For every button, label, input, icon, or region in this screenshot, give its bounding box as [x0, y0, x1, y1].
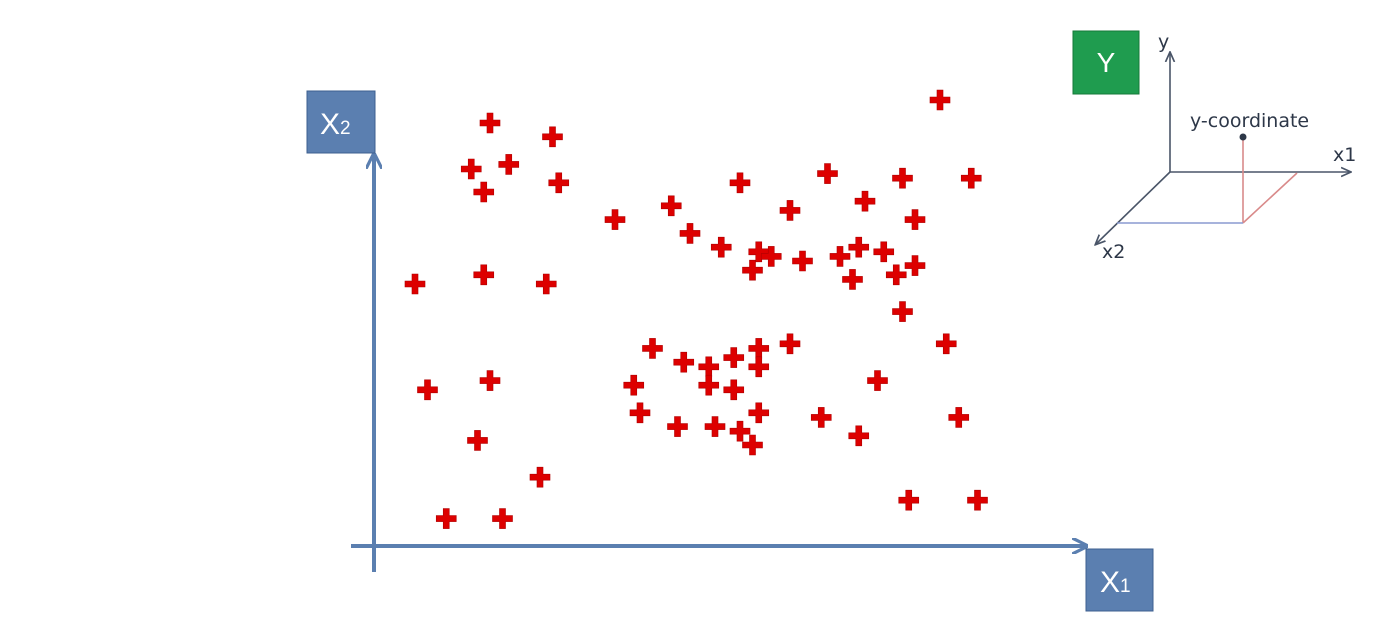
data-point-marker-34: [642, 338, 663, 359]
data-point-marker-41: [417, 379, 438, 401]
data-point-marker-21: [792, 250, 813, 272]
mini-x1-label: x1: [1333, 144, 1356, 166]
data-point-marker-25: [885, 264, 907, 286]
data-point-marker-26: [904, 255, 926, 276]
mini-coordinate-diagram: y x1 x2 y-coordinate: [1096, 31, 1356, 263]
data-point-marker-27: [742, 259, 763, 281]
mini-x2-label: x2: [1102, 241, 1125, 263]
data-point-marker-43: [623, 374, 645, 396]
data-point-marker-50: [729, 420, 751, 442]
data-point-marker-5: [548, 172, 570, 194]
data-point-marker-36: [698, 356, 720, 378]
mini-y-label: y: [1158, 31, 1169, 53]
data-point-marker-18: [710, 236, 732, 258]
mini-x2-axis: [1096, 171, 1171, 244]
data-point-marker-23: [848, 236, 870, 258]
data-point-marker-1: [479, 112, 501, 134]
data-point-marker-31: [535, 273, 557, 295]
data-point-marker-61: [967, 489, 988, 511]
data-point-marker-38: [748, 338, 770, 359]
data-point-marker-42: [479, 370, 501, 391]
mini-point-label: y-coordinate: [1190, 110, 1309, 132]
data-point-marker-40: [779, 333, 801, 355]
data-point-marker-14: [779, 200, 801, 221]
data-point-marker-45: [723, 379, 745, 401]
data-point-marker-9: [729, 172, 751, 194]
data-point-marker-49: [704, 416, 726, 437]
mini-point: [1239, 133, 1247, 141]
x1-axis-label: X: [1100, 566, 1120, 599]
x1-axis-label-box: X1: [1085, 548, 1154, 612]
data-point-marker-30: [473, 264, 495, 286]
data-point-marker-56: [848, 425, 870, 447]
data-point-marker-10: [817, 163, 838, 184]
data-point-marker-29: [404, 273, 426, 295]
data-point-marker-20: [760, 246, 782, 267]
data-point-marker-44: [698, 374, 720, 396]
data-point-marker-46: [629, 402, 651, 424]
data-point-marker-51: [810, 407, 832, 428]
data-point-marker-35: [673, 351, 695, 373]
data-point-marker-53: [948, 407, 970, 428]
data-point-marker-59: [492, 508, 513, 529]
data-point-marker-19: [748, 241, 770, 263]
data-point-marker-4: [498, 154, 520, 175]
data-point-marker-52: [867, 370, 888, 391]
data-point-marker-3: [460, 158, 482, 180]
x2-axis-label: X: [320, 108, 340, 141]
target-label: Y: [1097, 47, 1116, 78]
x1-axis-subscript: 1: [1120, 576, 1131, 597]
svg-text:X2: X2: [320, 108, 351, 141]
data-point-marker-60: [898, 489, 920, 511]
data-point-marker-54: [467, 430, 488, 451]
data-point-marker-16: [904, 209, 926, 230]
data-point-marker-13: [929, 89, 951, 111]
data-point-marker-7: [604, 209, 626, 230]
data-point-marker-22: [829, 246, 851, 267]
x2-axis-label-box: X2: [306, 90, 376, 154]
data-point-marker-37: [723, 347, 745, 368]
data-point-marker-39: [748, 356, 770, 378]
data-point-marker-24: [873, 241, 895, 263]
data-point-marker-32: [892, 301, 913, 322]
data-point-marker-33: [935, 333, 957, 355]
svg-text:X1: X1: [1100, 566, 1131, 599]
data-point-marker-58: [435, 508, 457, 529]
data-point-marker-6: [473, 181, 495, 203]
data-point-marker-47: [748, 402, 770, 424]
data-points: [404, 89, 988, 529]
data-point-marker-28: [842, 269, 863, 290]
data-point-marker-2: [542, 126, 563, 148]
data-point-marker-48: [667, 416, 688, 437]
data-point-marker-55: [742, 434, 763, 456]
data-point-marker-57: [529, 466, 551, 488]
mini-projection-x1: [1242, 172, 1298, 224]
data-point-marker-11: [892, 167, 913, 189]
data-point-marker-15: [854, 190, 876, 212]
data-point-marker-8: [660, 195, 682, 217]
data-point-marker-12: [960, 167, 982, 189]
x2-axis-subscript: 2: [340, 118, 351, 139]
target-label-box: Y: [1072, 30, 1140, 95]
data-point-marker-17: [679, 223, 701, 244]
